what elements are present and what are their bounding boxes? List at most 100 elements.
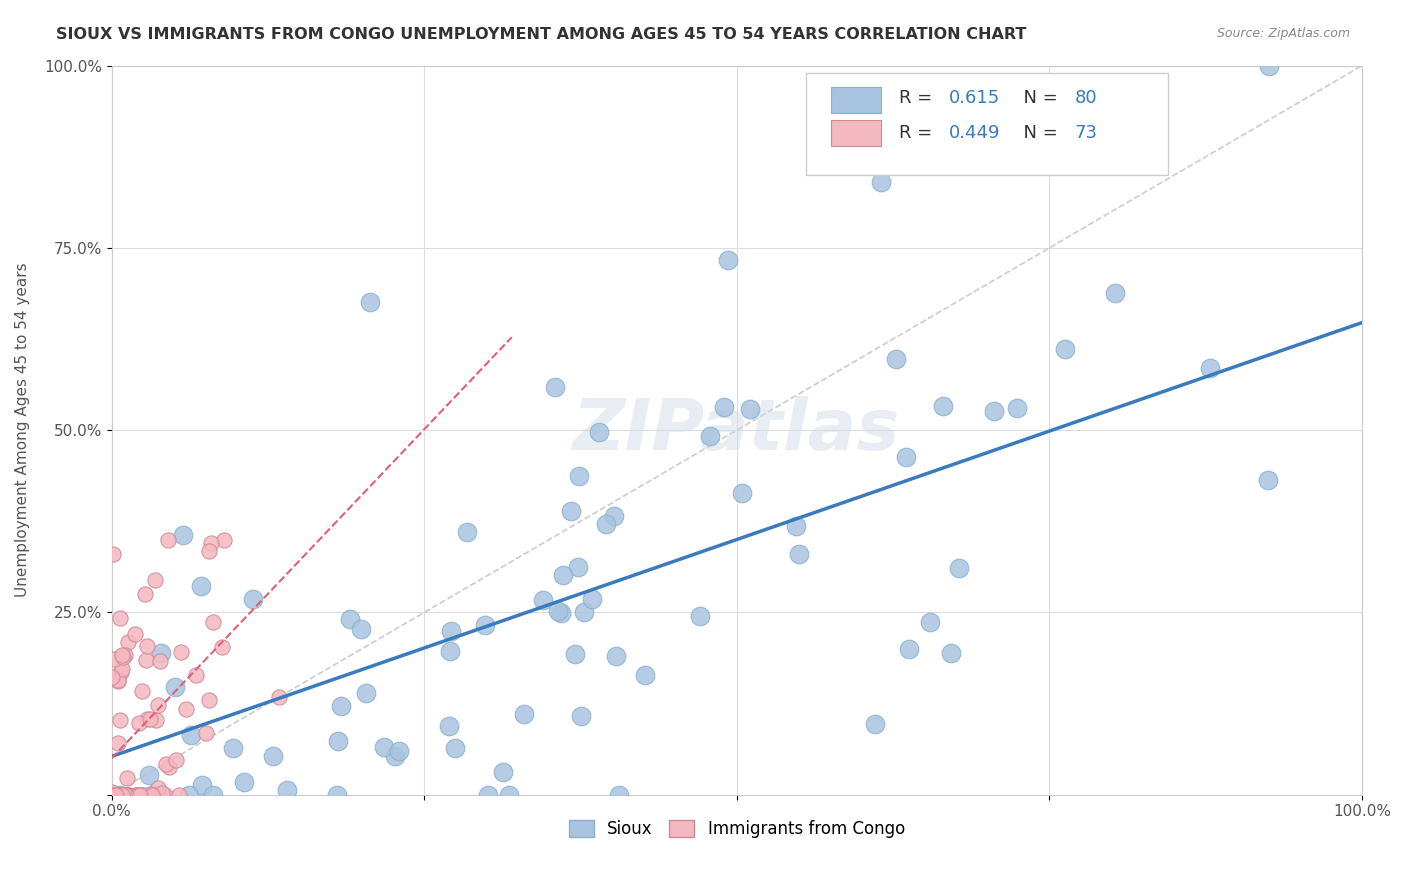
Point bbox=[145, 788, 167, 802]
Point bbox=[108, 788, 131, 802]
Point bbox=[153, 788, 176, 802]
Point bbox=[163, 681, 186, 695]
Point bbox=[384, 749, 406, 764]
Point bbox=[129, 788, 152, 802]
Point bbox=[898, 642, 921, 657]
Point bbox=[103, 547, 125, 561]
Point bbox=[129, 788, 152, 802]
Point bbox=[136, 713, 159, 727]
FancyBboxPatch shape bbox=[806, 73, 1168, 175]
Point bbox=[513, 707, 536, 722]
Point bbox=[190, 578, 212, 592]
Point bbox=[200, 535, 222, 549]
Point bbox=[550, 606, 572, 620]
Point bbox=[110, 713, 132, 727]
Point bbox=[212, 533, 235, 547]
Point bbox=[267, 690, 290, 705]
Point bbox=[115, 788, 138, 802]
Point bbox=[884, 352, 907, 367]
Point bbox=[111, 788, 134, 802]
Point bbox=[180, 728, 202, 742]
Point bbox=[1104, 286, 1126, 301]
Text: Source: ZipAtlas.com: Source: ZipAtlas.com bbox=[1216, 27, 1350, 40]
Point bbox=[107, 736, 129, 750]
Point bbox=[544, 379, 567, 393]
Text: SIOUX VS IMMIGRANTS FROM CONGO UNEMPLOYMENT AMONG AGES 45 TO 54 YEARS CORRELATIO: SIOUX VS IMMIGRANTS FROM CONGO UNEMPLOYM… bbox=[56, 27, 1026, 42]
Text: ZIPatlas: ZIPatlas bbox=[574, 396, 900, 465]
Point bbox=[567, 559, 589, 574]
Point bbox=[198, 692, 221, 706]
Point bbox=[156, 533, 179, 547]
Point bbox=[104, 788, 127, 802]
Point bbox=[103, 652, 125, 666]
Point bbox=[101, 788, 124, 802]
Point bbox=[145, 714, 167, 728]
Point bbox=[339, 612, 361, 626]
Point bbox=[104, 788, 127, 802]
Point bbox=[603, 509, 626, 524]
Point bbox=[572, 605, 595, 619]
Point bbox=[198, 543, 221, 558]
Point bbox=[174, 702, 197, 716]
Point bbox=[107, 788, 129, 802]
Point bbox=[201, 788, 224, 802]
Point bbox=[108, 788, 131, 802]
Point bbox=[595, 517, 617, 532]
Point bbox=[699, 429, 721, 443]
Point bbox=[437, 719, 460, 733]
Point bbox=[588, 425, 610, 440]
Point bbox=[865, 716, 887, 731]
Point bbox=[1257, 473, 1279, 487]
Point bbox=[157, 760, 180, 774]
Point bbox=[103, 788, 125, 802]
Point bbox=[146, 781, 169, 796]
Point bbox=[115, 771, 138, 785]
Point bbox=[117, 634, 139, 648]
Point bbox=[456, 524, 478, 539]
Point bbox=[131, 684, 153, 698]
Point bbox=[115, 788, 138, 802]
Text: N =: N = bbox=[1012, 89, 1063, 107]
Point bbox=[202, 615, 225, 630]
Point bbox=[127, 788, 149, 802]
Point bbox=[787, 547, 810, 561]
Text: 0.449: 0.449 bbox=[949, 124, 1001, 142]
Point bbox=[983, 404, 1005, 418]
Point bbox=[125, 788, 148, 802]
Point bbox=[105, 788, 128, 802]
Point bbox=[262, 749, 284, 764]
Point bbox=[155, 757, 177, 772]
Point bbox=[149, 654, 172, 668]
Point bbox=[581, 591, 603, 606]
Point bbox=[242, 591, 264, 606]
Point bbox=[135, 652, 157, 666]
Point bbox=[740, 402, 762, 417]
Point bbox=[125, 788, 148, 802]
Point bbox=[948, 561, 970, 575]
Point bbox=[191, 778, 214, 792]
Point bbox=[444, 740, 467, 755]
Point bbox=[730, 486, 752, 500]
Point bbox=[136, 639, 159, 653]
Point bbox=[918, 615, 941, 630]
Text: 80: 80 bbox=[1074, 89, 1097, 107]
Point bbox=[634, 668, 657, 682]
Point bbox=[568, 469, 591, 483]
Point bbox=[1053, 343, 1076, 357]
Point bbox=[607, 788, 630, 802]
Point bbox=[388, 743, 411, 757]
Point bbox=[325, 788, 347, 802]
Point bbox=[211, 640, 233, 654]
Point bbox=[605, 649, 627, 664]
Point bbox=[132, 788, 155, 802]
Point bbox=[330, 698, 353, 713]
Point bbox=[165, 753, 187, 767]
Point bbox=[114, 788, 136, 802]
Point bbox=[104, 788, 127, 802]
Point bbox=[111, 788, 134, 802]
Point bbox=[440, 624, 463, 639]
Point bbox=[110, 665, 132, 679]
Point bbox=[128, 716, 150, 731]
Point bbox=[328, 733, 350, 747]
Point bbox=[170, 644, 193, 658]
